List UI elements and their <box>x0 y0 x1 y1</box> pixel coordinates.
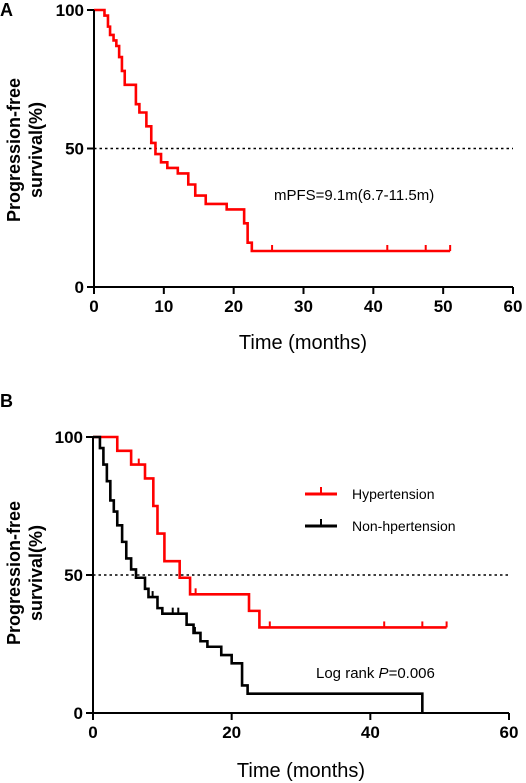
logrank-p-symbol: P <box>379 665 389 682</box>
panel-b-x-axis-label: Time (months) <box>237 760 365 782</box>
legend-item-non-hypertension: Non-hpertension <box>305 518 456 534</box>
panel-b-x-tick-label: 20 <box>222 723 241 742</box>
panel-b-x-tick-label: 60 <box>500 723 519 742</box>
panel-a-series-0-curve <box>94 8 451 253</box>
panel-a-x-tick-label: 20 <box>224 297 243 316</box>
panel-b-y-axis-label: Progression-free survival(%) <box>4 501 46 645</box>
panel-a-x-tick-label: 10 <box>154 297 173 316</box>
panel-a-x-tick-label: 30 <box>294 297 313 316</box>
panel-b-y-tick-label: 100 <box>55 428 83 447</box>
legend-label-non-hypertension: Non-hpertension <box>352 518 456 534</box>
legend-label-hypertension: Hypertension <box>352 486 435 502</box>
panel-a-y-axis-label: Progression-free survival(%) <box>4 78 46 222</box>
panel-b-letter: B <box>0 391 13 411</box>
panel-b-x-tick-label: 0 <box>88 723 97 742</box>
panel-a-median-annotation: mPFS=9.1m(6.7-11.5m) <box>274 187 434 204</box>
panel-a-x-tick-label: 0 <box>89 297 98 316</box>
panel-b-series-non-hpertension-curve <box>93 435 424 713</box>
panel-b-y-axis-label-line2: survival(%) <box>26 525 46 621</box>
panel-a-y-tick-label: 0 <box>75 278 84 297</box>
panel-b-plot-area: 0 50 100 0 20 40 60 <box>55 428 519 742</box>
panel-a-x-tick-label: 50 <box>434 297 453 316</box>
panel-b: B Progression-free survival(%) 0 50 100 0 20… <box>0 391 518 782</box>
panel-b-y-tick-label: 0 <box>74 704 83 723</box>
panel-a-y-tick-label: 100 <box>56 1 84 20</box>
logrank-value: =0.006 <box>389 665 435 682</box>
panel-a-plot-area: 0 50 100 0 10 20 30 40 50 60 <box>56 1 523 316</box>
panel-b-series-hypertension-curve <box>93 435 447 629</box>
panel-b-y-tick-label: 50 <box>64 566 83 585</box>
panel-b-x-tick-label: 40 <box>361 723 380 742</box>
panel-a-y-tick-label: 50 <box>65 140 84 159</box>
legend-item-hypertension: Hypertension <box>305 486 435 502</box>
panel-b-y-axis-label-line1: Progression-free <box>4 501 24 645</box>
panel-a-x-tick-label: 40 <box>364 297 383 316</box>
logrank-prefix: Log rank <box>316 665 379 682</box>
panel-b-legend: Hypertension Non-hpertension <box>305 486 456 534</box>
panel-b-logrank-annotation: Log rank P=0.006 <box>316 665 435 682</box>
panel-a-y-axis-label-line2: survival(%) <box>26 102 46 198</box>
panel-a: A Progression-free survival(%) 0 50 100 0 10… <box>0 0 522 354</box>
panel-a-x-axis-label: Time (months) <box>239 332 367 354</box>
panel-a-y-axis-label-line1: Progression-free <box>4 78 24 222</box>
panel-a-letter: A <box>0 0 13 20</box>
panel-a-x-tick-label: 60 <box>504 297 523 316</box>
